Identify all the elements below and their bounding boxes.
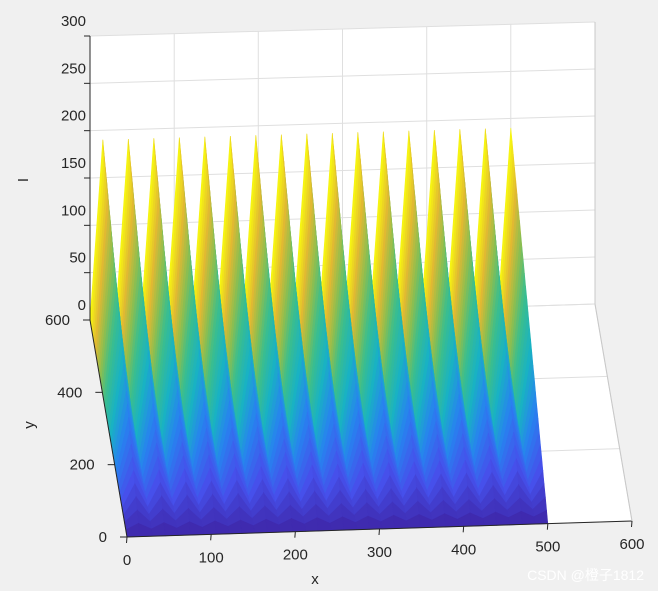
z-tick-label: 100 [61,202,86,219]
y-tick-label: 0 [99,529,107,546]
y-axis-line [89,319,128,538]
surface-ridge [140,138,204,536]
surface-mesh [89,127,549,538]
x-tick-mark [126,536,128,544]
surface-ridge [191,136,255,535]
z-tick-label: 0 [78,297,86,314]
grid-line-z [89,21,596,37]
surface-ridge [319,133,383,531]
z-tick-label: 50 [69,250,86,267]
x-tick-label: 0 [123,552,131,569]
x-tick-mark [294,531,296,538]
z-tick-label: 300 [61,13,86,30]
z-tick-label: 250 [61,60,86,77]
x-tick-mark [546,523,549,530]
surface-ridge [242,135,306,533]
x-tick-mark [462,526,465,533]
y-axis-label: y [21,421,38,429]
surface-ridge [166,137,230,535]
x-tick-label: 500 [535,539,560,556]
surface-ridge [344,132,408,530]
surface-ridge [217,135,281,534]
y-tick-label: 600 [45,312,70,329]
surface-ridge [395,130,459,528]
tick-labels: 0 100 200 300 400 500 600 0 200 400 600 0 50 100 150 20… [45,13,645,569]
x-tick-mark [210,534,212,541]
y-tick-label: 400 [57,384,82,401]
surface-ridge [421,130,485,527]
surface-ridge [115,138,179,537]
y-tick-label: 200 [70,457,95,474]
z-axis-label: I [15,178,32,182]
x-tick-label: 600 [619,536,644,553]
z-tick-label: 150 [61,155,86,172]
box-edge [594,303,633,522]
x-tick-mark [631,520,633,528]
x-tick-mark [378,528,380,536]
x-tick-label: 400 [451,541,476,558]
surface-ridge [472,128,536,526]
surface-ridge [268,134,332,532]
surface-ridge [370,131,434,529]
grid-line-z [89,68,596,84]
surface-ridge [293,133,357,531]
surface-ridge [446,129,510,527]
grid-line-z [89,115,596,132]
x-tick-label: 300 [367,544,392,561]
watermark: CSDN @橙子1812 [527,567,644,583]
x-axis-label: x [311,571,319,588]
z-tick-label: 200 [61,108,86,125]
x-tick-label: 100 [199,549,224,566]
surface-ridge [497,127,549,525]
x-tick-label: 200 [283,547,308,564]
